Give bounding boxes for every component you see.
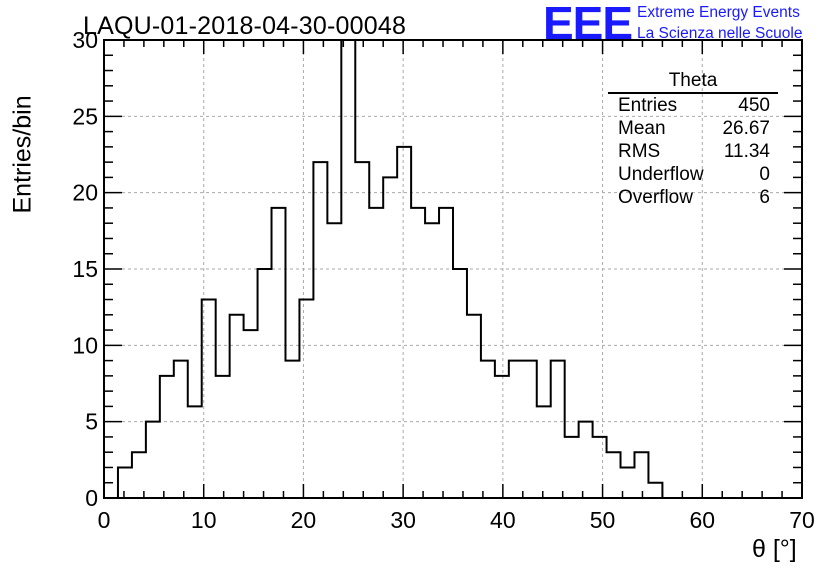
y-tick-label: 5 <box>85 409 98 435</box>
stats-row-underflow: Underflow 0 <box>608 163 778 186</box>
stats-row-mean: Mean 26.67 <box>608 117 778 140</box>
stats-label: Mean <box>618 118 666 139</box>
logo-line-2: La Scienza nelle Scuole <box>637 25 803 42</box>
y-tick-label: 30 <box>72 27 98 53</box>
stats-label: Entries <box>618 95 678 116</box>
y-tick-label: 10 <box>72 332 98 358</box>
x-tick-label: 50 <box>590 507 616 533</box>
x-tick-label: 60 <box>689 507 715 533</box>
stats-row-rms: RMS 11.34 <box>608 140 778 163</box>
stats-label: Underflow <box>618 164 704 185</box>
stats-row-overflow: Overflow 6 <box>608 186 778 209</box>
axis-ticks <box>103 39 803 499</box>
eee-logo-mark: EEE <box>543 0 633 49</box>
x-tick-label: 70 <box>789 507 815 533</box>
histogram-line <box>104 39 802 499</box>
x-tick-label: 10 <box>191 507 217 533</box>
y-tick-label: 20 <box>72 180 98 206</box>
y-tick-label: 0 <box>85 485 98 511</box>
stats-value: 6 <box>759 187 770 208</box>
stats-value: 450 <box>738 95 770 116</box>
x-axis-label: θ [°] <box>752 535 797 563</box>
stats-value: 0 <box>759 164 770 185</box>
y-tick-label: 25 <box>72 103 98 129</box>
grid-lines <box>104 40 802 498</box>
x-tick-label: 0 <box>98 507 111 533</box>
logo-line-1: Extreme Energy Events <box>637 4 800 21</box>
y-axis-label-text: Entries/bin <box>8 95 37 214</box>
stats-label: Overflow <box>618 187 693 208</box>
y-axis-label: Entries/bin <box>0 95 40 213</box>
stats-label: RMS <box>618 141 661 162</box>
x-tick-label: 30 <box>390 507 416 533</box>
stats-title: Theta <box>608 70 778 94</box>
y-tick-label: 15 <box>72 256 98 282</box>
stats-row-entries: Entries 450 <box>608 94 778 117</box>
chart-title: LAQU-01-2018-04-30-00048 <box>83 12 407 40</box>
stats-value: 26.67 <box>722 118 770 139</box>
stats-value: 11.34 <box>723 141 770 162</box>
stats-box: Theta Entries 450 Mean 26.67 RMS 11.34 U… <box>608 70 778 209</box>
x-tick-label: 40 <box>490 507 516 533</box>
x-tick-label: 20 <box>291 507 317 533</box>
